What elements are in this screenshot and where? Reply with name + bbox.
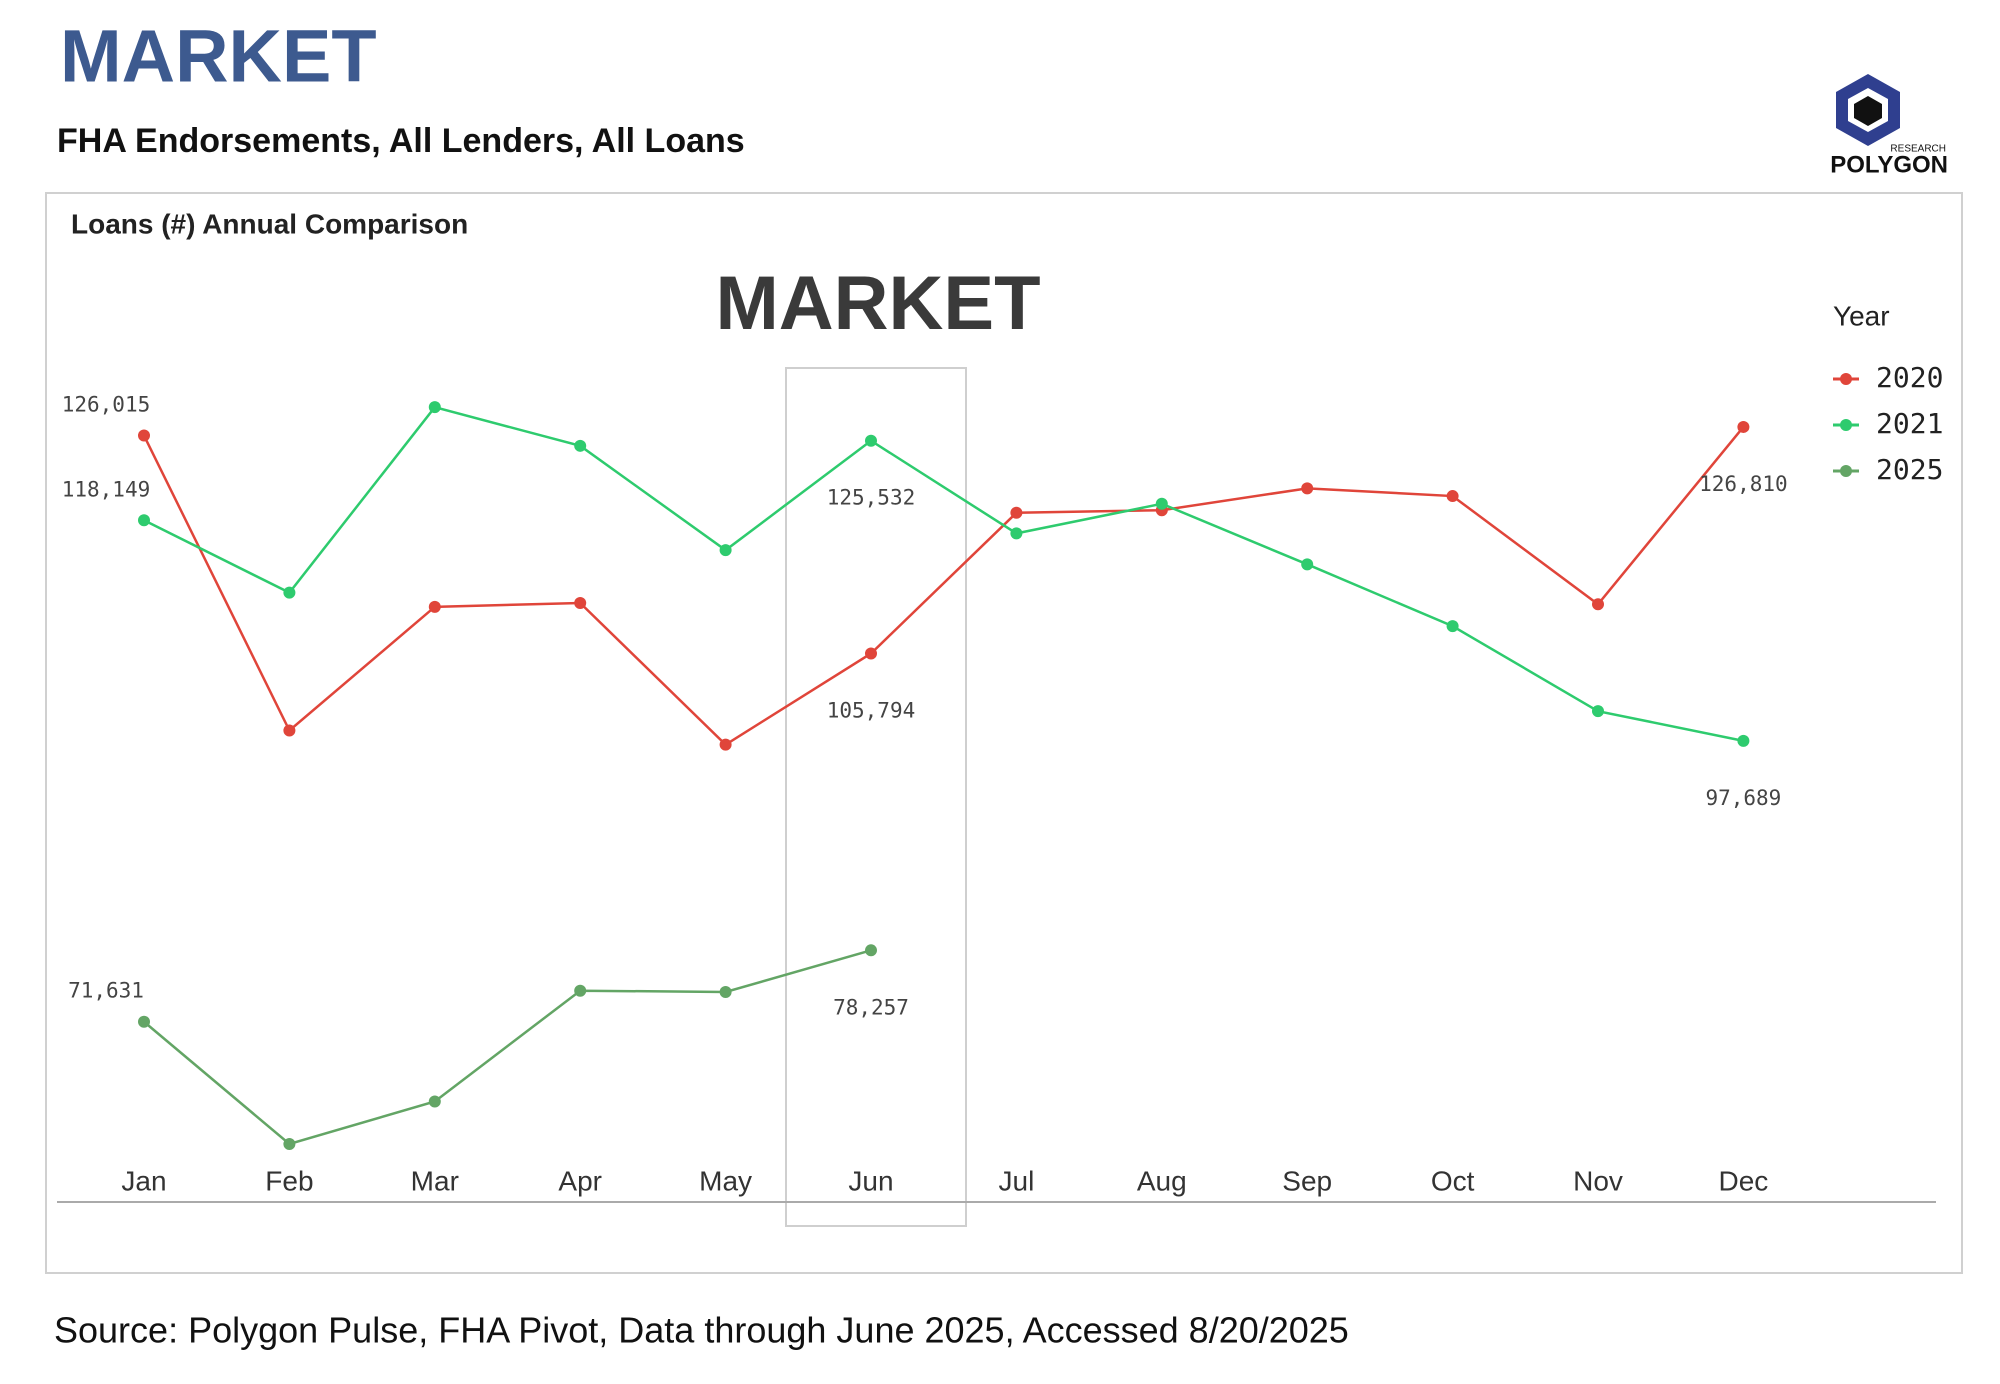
data-point — [283, 1137, 296, 1150]
source-note: Source: Polygon Pulse, FHA Pivot, Data t… — [54, 1310, 1349, 1351]
data-point — [1155, 497, 1168, 510]
data-point — [1446, 490, 1459, 503]
data-point — [865, 434, 877, 447]
x-tick-label: Dec — [1719, 1165, 1769, 1196]
logo-cube — [1854, 96, 1882, 126]
x-tick-label: Aug — [1137, 1165, 1187, 1196]
highlight-box — [785, 367, 967, 1227]
data-point — [428, 401, 441, 414]
data-point — [719, 544, 732, 557]
data-label: 78,257 — [833, 995, 909, 1019]
page-title: MARKET — [60, 15, 377, 98]
data-point — [574, 596, 587, 609]
chart-title: Loans (#) Annual Comparison — [71, 208, 468, 239]
legend-label: 2021 — [1876, 407, 1943, 440]
x-tick-label: May — [699, 1165, 752, 1196]
legend-swatch — [1840, 419, 1852, 431]
x-tick-label: Jan — [121, 1165, 166, 1196]
legend-swatch — [1840, 465, 1852, 477]
page-subtitle: FHA Endorsements, All Lenders, All Loans — [57, 122, 745, 160]
logo-name: POLYGON — [1830, 151, 1948, 178]
legend-title: Year — [1833, 300, 1890, 331]
data-label: 126,810 — [1699, 472, 1788, 496]
watermark: MARKET — [715, 261, 1040, 346]
x-tick-label: Jul — [999, 1165, 1035, 1196]
data-point — [428, 1095, 441, 1108]
data-point — [865, 647, 877, 660]
logo: RESEARCH POLYGON — [1830, 74, 1948, 178]
legend-swatch — [1840, 373, 1852, 385]
data-label: 105,794 — [827, 698, 916, 722]
data-point — [1592, 598, 1604, 611]
data-point — [574, 439, 587, 452]
data-label: 125,532 — [827, 486, 916, 510]
x-tick-label: Feb — [265, 1165, 313, 1196]
logo-tag: RESEARCH — [1890, 144, 1946, 155]
data-label: 97,689 — [1705, 786, 1781, 810]
data-label: 126,015 — [62, 393, 151, 417]
data-point — [1592, 705, 1604, 718]
legend-label: 2025 — [1876, 453, 1943, 486]
series-line — [142, 426, 1745, 747]
data-point — [574, 984, 587, 997]
data-point — [1301, 482, 1314, 495]
x-tick-label: Nov — [1573, 1165, 1623, 1196]
data-point — [1737, 734, 1750, 747]
x-tick-label: Jun — [848, 1165, 893, 1196]
x-tick-label: Oct — [1431, 1165, 1475, 1196]
data-label: 118,149 — [62, 477, 151, 501]
data-point — [719, 738, 732, 751]
data-point — [719, 985, 732, 998]
data-point — [1446, 620, 1459, 633]
data-point — [1010, 506, 1023, 519]
x-tick-label: Sep — [1282, 1165, 1332, 1196]
data-point — [283, 586, 296, 599]
data-label: 71,631 — [68, 979, 144, 1003]
legend-label: 2020 — [1876, 361, 1943, 394]
data-point — [1010, 527, 1023, 540]
x-tick-label: Apr — [558, 1165, 602, 1196]
x-tick-label: Mar — [411, 1165, 459, 1196]
data-point — [1301, 558, 1314, 571]
data-point — [865, 944, 877, 957]
data-point — [1737, 420, 1750, 433]
series-line — [143, 405, 1744, 743]
data-point — [138, 514, 150, 527]
data-point — [138, 429, 150, 442]
data-point — [428, 600, 441, 613]
series-line — [143, 949, 872, 1146]
data-point — [283, 724, 296, 737]
data-point — [138, 1015, 150, 1028]
chart-panel — [45, 192, 1963, 1274]
